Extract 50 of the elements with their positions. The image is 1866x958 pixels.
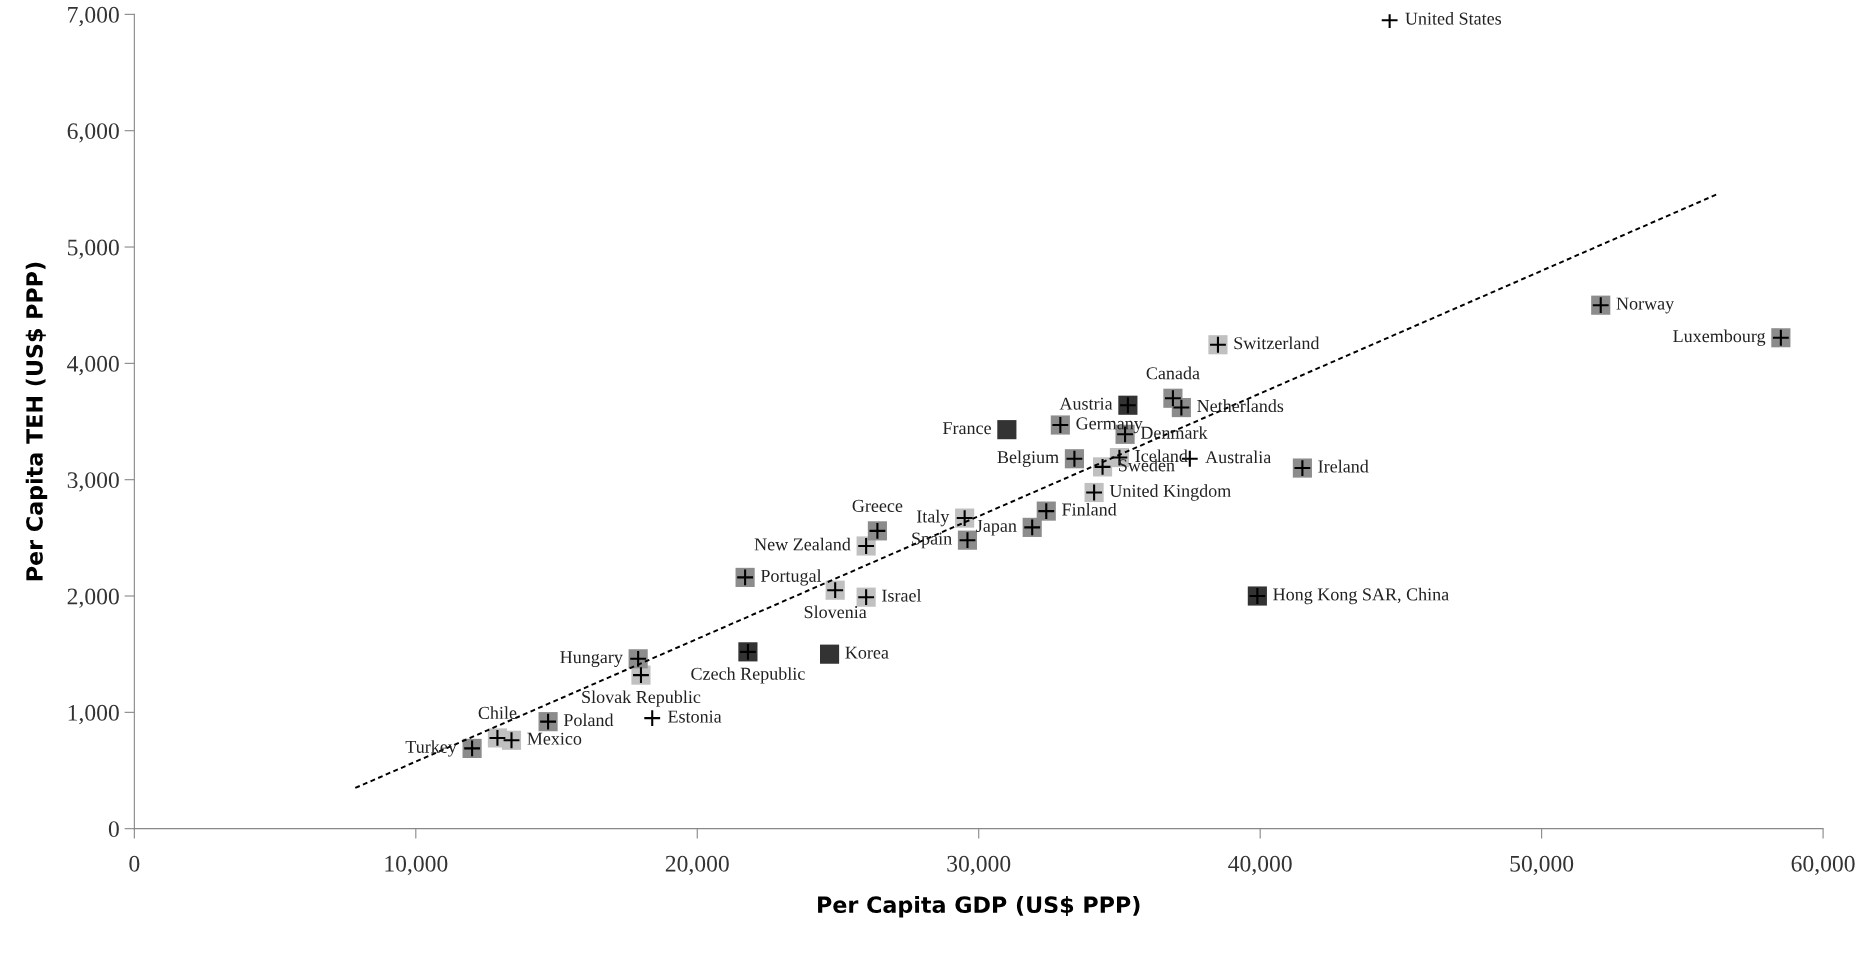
y-axis-title: Per Capita TEH (US$ PPP) [25,262,48,581]
annotation: Chile [478,706,517,719]
annotation: Slovenia [804,605,867,619]
annotation: Mexico [527,732,582,745]
annotation: Portugal [760,569,822,586]
annotation: Ireland [1318,459,1369,473]
annotation: Austria [1059,397,1113,410]
x-tick-label: 60,000 [1791,855,1855,876]
x-tick-label: 40,000 [1228,855,1292,876]
y-tick-label: 1,000 [68,704,119,725]
point [819,644,840,664]
y-tick-label: 2,000 [67,588,119,608]
y-tick-label: 7,000 [68,6,119,27]
annotation: Greece [852,499,903,512]
y-tick-label: 0 [108,821,119,838]
y-tick-label: 3,000 [67,472,119,492]
annotation: France [942,422,991,435]
annotation: New Zealand [754,537,851,551]
annotation: Finland [1062,502,1117,516]
x-tick-label: 10,000 [385,855,448,876]
annotation: Czech Republic [691,667,805,684]
annotation: Japan [976,519,1017,536]
point [997,420,1017,440]
x-axis-title: Per Capita GDP (US$ PPP) [818,895,1140,918]
y-tick-label: 4,000 [67,355,119,376]
annotation: Korea [845,646,889,659]
x-tick-label: 50,000 [1510,855,1574,876]
annotation: Israel [882,588,922,602]
annotation: Estonia [668,710,722,723]
annotation: Luxembourg [1673,329,1766,346]
y-tick-label: 6,000 [67,123,119,143]
x-tick-label: 30,000 [947,855,1011,876]
point [643,709,662,728]
annotation: Canada [1146,366,1200,380]
annotation: Norway [1616,297,1675,314]
annotation: Australia [1205,450,1272,464]
annotation: Belgium [997,450,1059,467]
annotation: Italy [916,509,950,527]
annotation: Hong Kong SAR, China [1273,587,1449,605]
annotation: United States [1405,12,1502,25]
x-tick-label: 0 [129,855,140,872]
annotation: Hungary [560,651,623,668]
annotation: Germany [1076,417,1143,434]
annotation: Poland [563,713,614,727]
annotation: Switzerland [1234,336,1320,350]
x-tick-label: 20,000 [665,855,729,876]
point [1380,14,1399,30]
annotation: United Kingdom [1109,484,1231,501]
annotation: Slovak Republic [582,690,701,707]
y-tick-label: 5,000 [68,239,119,259]
